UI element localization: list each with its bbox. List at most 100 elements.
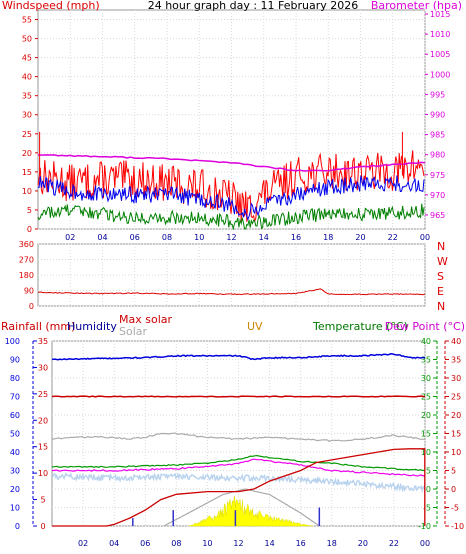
humidity-tick-label: 60 [10,411,20,420]
env-x-tick-label: 02 [78,539,88,548]
env-x-tick-label: 12 [233,539,243,548]
temperature-tick-label: 15 [421,430,431,439]
wind-series-line-3 [37,154,426,172]
wind-x-tick-label: 14 [259,233,269,242]
dewpoint-tick-label: 30 [451,374,461,383]
environment-x-tick-labels: 02 04 06 08 10 12 14 16 18 20 22 00 [78,539,430,548]
humidity-tick-label: 40 [10,448,20,457]
wind-tick-label: 0 [27,225,32,234]
humidity-tick-label: 30 [10,467,20,476]
env-x-tick-label: 22 [389,539,399,548]
barometer-tick-label: 980 [430,151,445,160]
temperature-tick-label: 10 [421,448,431,457]
env-x-tick-label: 14 [264,539,274,548]
humidity-axis-title: Humidity [67,320,117,333]
solar-level-line [51,471,426,494]
rainfall-accumulation-line [52,448,426,527]
env-x-tick-label: 10 [202,539,212,548]
rain-tick-label: 0 [40,522,45,531]
barometer-tick-label: 1015 [430,10,450,19]
direction-letter-label: W [437,255,448,268]
env-x-tick-label: 00 [420,539,430,548]
direction-degree-label: 270 [19,256,34,265]
wind-tick-label: 5 [27,206,32,215]
direction-degree-label: 180 [19,271,34,280]
env-x-tick-label: 16 [296,539,306,548]
direction-letter-label: S [437,270,444,283]
temperature-tick-label: 20 [421,411,431,420]
environment-panel: Rainfall (mm) Humidity Max solar Solar U… [1,313,465,548]
rainfall-rate-line [51,395,426,398]
wind-tick-label: 50 [22,35,32,44]
barometer-tick-label: 1005 [430,50,450,59]
barometer-tick-label: 970 [430,191,445,200]
direction-gridlines [38,243,426,307]
env-x-tick-label: 08 [171,539,181,548]
wind-tick-label: 35 [22,92,32,101]
max-solar-level-line [51,432,425,443]
temperature-tick-label: 35 [421,356,431,365]
dewpoint-tick-label: 20 [451,411,461,420]
env-x-tick-label: 06 [140,539,150,548]
wind-x-tick-label: 08 [162,233,172,242]
temperature-tick-label: 25 [421,393,431,402]
dew-point-line [51,458,426,477]
wind-x-tick-label: 16 [291,233,301,242]
rainfall-axis-title: Rainfall (mm) [1,320,75,333]
wind-x-tick-label: 04 [97,233,107,242]
wind-tick-label: 45 [22,54,32,63]
direction-letter-label: E [437,285,444,298]
wind-x-tick-label: 20 [355,233,365,242]
humidity-tick-label: 80 [10,374,20,383]
wind-tick-label: 25 [22,130,32,139]
direction-degree-label: 90 [24,287,34,296]
direction-degree-label: 360 [19,240,34,249]
temperature-tick-label: 0 [426,485,431,494]
rain-tick-label: 30 [38,363,48,372]
windspeed-axis-title: Windspeed (mph) [2,0,100,12]
wind-x-tick-label: 02 [65,233,75,242]
wind-tick-label: 20 [22,149,32,158]
wind-x-tick-label: 12 [226,233,236,242]
temperature-line [51,454,426,472]
humidity-tick-label: 10 [10,504,20,513]
env-x-tick-label: 20 [358,539,368,548]
humidity-line [51,353,426,361]
direction-series-line [37,288,426,296]
barometer-tick-label: 1000 [430,70,450,79]
temperature-tick-label: -5 [423,504,431,513]
dewpoint-tick-label: 5 [451,467,456,476]
wind-tick-label: 10 [22,187,32,196]
rain-tick-label: 25 [38,390,48,399]
barometer-tick-label: 995 [430,90,445,99]
dewpoint-tick-label: -5 [451,504,459,513]
temperature-axis-title: Temperature (°C) [312,320,408,333]
max-solar-curve [163,488,320,527]
barometer-tick-label: 1010 [430,30,450,39]
humidity-tick-label: 70 [10,393,20,402]
wind-tick-label: 15 [22,168,32,177]
dewpoint-tick-label: 40 [451,337,461,346]
wind-series [37,131,426,231]
rain-tick-label: 5 [40,496,45,505]
barometer-tick-label: 985 [430,131,445,140]
temperature-tick-label: -10 [418,522,431,531]
wind-x-tick-label: 06 [130,233,140,242]
uv-axis-title: UV [247,320,263,333]
rain-tick-label: 15 [38,443,48,452]
max-solar-title: Max solar [119,313,172,326]
temperature-tick-label: 5 [426,467,431,476]
dewpoint-tick-label: 10 [451,448,461,457]
environment-axes: 010203040506070809010005101520253035-10-… [5,337,464,531]
wind-x-tick-label: 10 [194,233,204,242]
wind-gridlines [35,10,426,230]
wind-x-tick-label: 22 [388,233,398,242]
direction-letter-label: N [437,300,445,313]
barometer-tick-labels: 965 970 975 980 985 990 995 1000 1005 1010 1015 [425,10,450,220]
barometer-tick-label: 965 [430,211,445,220]
humidity-tick-label: 90 [10,356,20,365]
humidity-tick-label: 50 [10,430,20,439]
